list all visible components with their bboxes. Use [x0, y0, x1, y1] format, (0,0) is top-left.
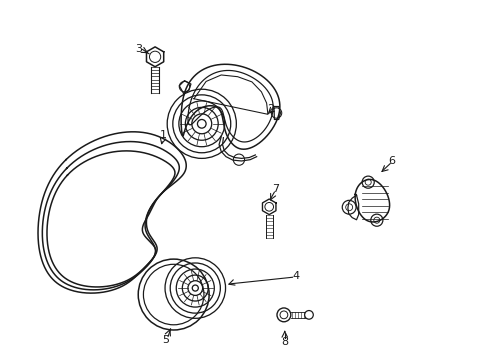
Text: 2: 2 [268, 104, 274, 114]
Polygon shape [147, 47, 164, 67]
Text: 8: 8 [281, 337, 288, 347]
Polygon shape [263, 199, 276, 215]
Text: 6: 6 [389, 156, 395, 166]
Text: 3: 3 [136, 45, 143, 54]
Text: 4: 4 [293, 271, 299, 281]
Text: 1: 1 [159, 130, 167, 140]
Circle shape [277, 308, 291, 322]
Text: 7: 7 [272, 184, 280, 194]
Text: 5: 5 [162, 335, 169, 345]
Circle shape [305, 311, 313, 319]
